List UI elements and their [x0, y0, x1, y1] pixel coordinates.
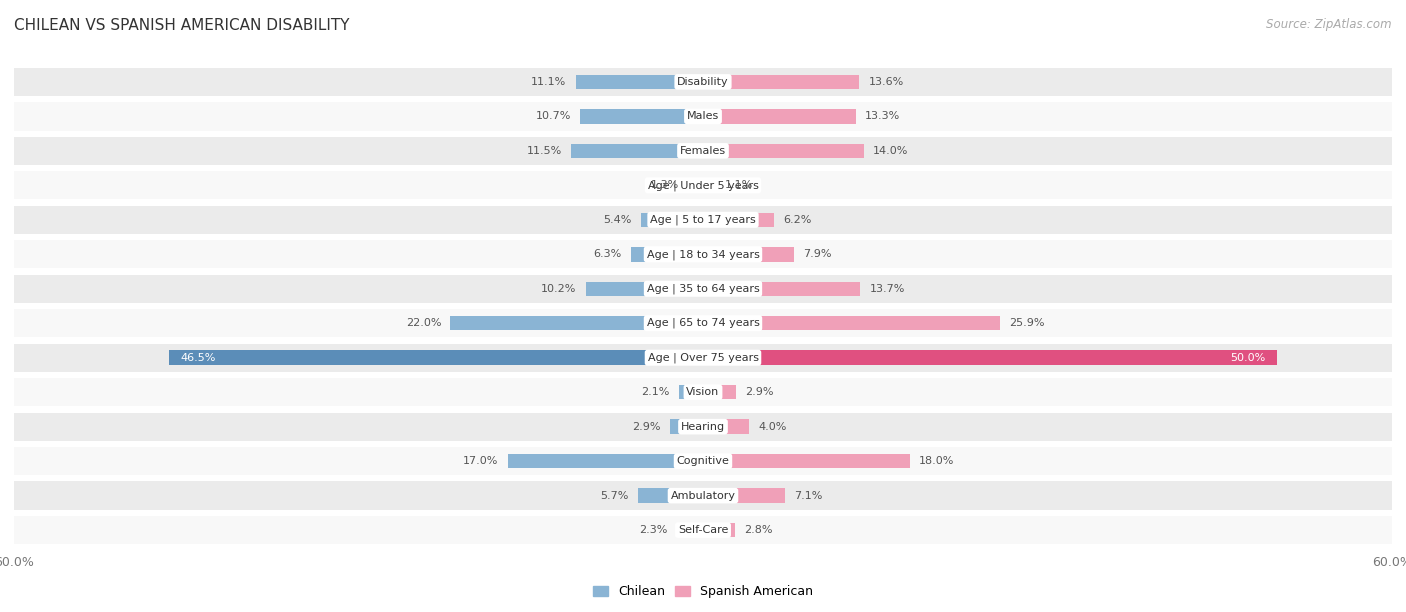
Text: Age | 5 to 17 years: Age | 5 to 17 years: [650, 215, 756, 225]
Bar: [581, 109, 703, 124]
Text: Age | 65 to 74 years: Age | 65 to 74 years: [647, 318, 759, 329]
Text: Age | 18 to 34 years: Age | 18 to 34 years: [647, 249, 759, 259]
Text: 46.5%: 46.5%: [180, 353, 217, 363]
Bar: [631, 247, 703, 261]
Bar: [14, 240, 1392, 269]
Bar: [575, 75, 703, 89]
Text: 13.7%: 13.7%: [869, 284, 905, 294]
Bar: [450, 316, 703, 330]
Bar: [169, 351, 703, 365]
Text: 1.3%: 1.3%: [651, 181, 679, 190]
Bar: [637, 488, 703, 503]
Bar: [703, 385, 737, 400]
Bar: [14, 309, 1392, 337]
Text: 2.8%: 2.8%: [744, 525, 773, 535]
Text: 17.0%: 17.0%: [463, 456, 499, 466]
Bar: [14, 275, 1392, 303]
Bar: [703, 282, 860, 296]
Bar: [14, 482, 1392, 510]
Bar: [508, 454, 703, 468]
Text: 10.2%: 10.2%: [541, 284, 576, 294]
Text: 13.3%: 13.3%: [865, 111, 900, 121]
Bar: [14, 343, 1392, 372]
Text: 7.9%: 7.9%: [803, 249, 831, 259]
Text: Vision: Vision: [686, 387, 720, 397]
Text: 1.1%: 1.1%: [725, 181, 754, 190]
Text: 25.9%: 25.9%: [1010, 318, 1045, 328]
Text: 22.0%: 22.0%: [406, 318, 441, 328]
Bar: [14, 171, 1392, 200]
Bar: [14, 68, 1392, 96]
Text: Disability: Disability: [678, 77, 728, 87]
Bar: [14, 378, 1392, 406]
Bar: [703, 109, 856, 124]
Bar: [571, 144, 703, 158]
Bar: [703, 419, 749, 434]
Bar: [14, 136, 1392, 165]
Text: Source: ZipAtlas.com: Source: ZipAtlas.com: [1267, 18, 1392, 31]
Legend: Chilean, Spanish American: Chilean, Spanish American: [588, 580, 818, 603]
Text: 14.0%: 14.0%: [873, 146, 908, 156]
Text: 5.4%: 5.4%: [603, 215, 631, 225]
Text: 2.9%: 2.9%: [633, 422, 661, 431]
Bar: [688, 178, 703, 193]
Text: 13.6%: 13.6%: [869, 77, 904, 87]
Bar: [703, 75, 859, 89]
Bar: [703, 523, 735, 537]
Text: 6.2%: 6.2%: [783, 215, 811, 225]
Bar: [669, 419, 703, 434]
Text: Males: Males: [688, 111, 718, 121]
Bar: [703, 351, 1277, 365]
Text: Age | 35 to 64 years: Age | 35 to 64 years: [647, 283, 759, 294]
Bar: [14, 447, 1392, 476]
Bar: [14, 412, 1392, 441]
Text: Age | Under 5 years: Age | Under 5 years: [648, 180, 758, 190]
Bar: [703, 212, 775, 227]
Text: 11.5%: 11.5%: [526, 146, 562, 156]
Text: 10.7%: 10.7%: [536, 111, 571, 121]
Text: Hearing: Hearing: [681, 422, 725, 431]
Bar: [14, 206, 1392, 234]
Text: 11.1%: 11.1%: [531, 77, 567, 87]
Bar: [14, 516, 1392, 544]
Text: Ambulatory: Ambulatory: [671, 491, 735, 501]
Text: Self-Care: Self-Care: [678, 525, 728, 535]
Text: Cognitive: Cognitive: [676, 456, 730, 466]
Text: CHILEAN VS SPANISH AMERICAN DISABILITY: CHILEAN VS SPANISH AMERICAN DISABILITY: [14, 18, 350, 34]
Bar: [14, 102, 1392, 130]
Bar: [703, 488, 785, 503]
Bar: [676, 523, 703, 537]
Text: 2.1%: 2.1%: [641, 387, 669, 397]
Text: 18.0%: 18.0%: [920, 456, 955, 466]
Text: 6.3%: 6.3%: [593, 249, 621, 259]
Bar: [703, 316, 1001, 330]
Bar: [679, 385, 703, 400]
Text: 4.0%: 4.0%: [758, 422, 786, 431]
Bar: [703, 178, 716, 193]
Bar: [703, 144, 863, 158]
Bar: [703, 454, 910, 468]
Text: 5.7%: 5.7%: [600, 491, 628, 501]
Text: Females: Females: [681, 146, 725, 156]
Text: 2.9%: 2.9%: [745, 387, 773, 397]
Text: 7.1%: 7.1%: [794, 491, 823, 501]
Text: Age | Over 75 years: Age | Over 75 years: [648, 353, 758, 363]
Bar: [586, 282, 703, 296]
Bar: [703, 247, 794, 261]
Text: 2.3%: 2.3%: [640, 525, 668, 535]
Bar: [641, 212, 703, 227]
Text: 50.0%: 50.0%: [1230, 353, 1265, 363]
